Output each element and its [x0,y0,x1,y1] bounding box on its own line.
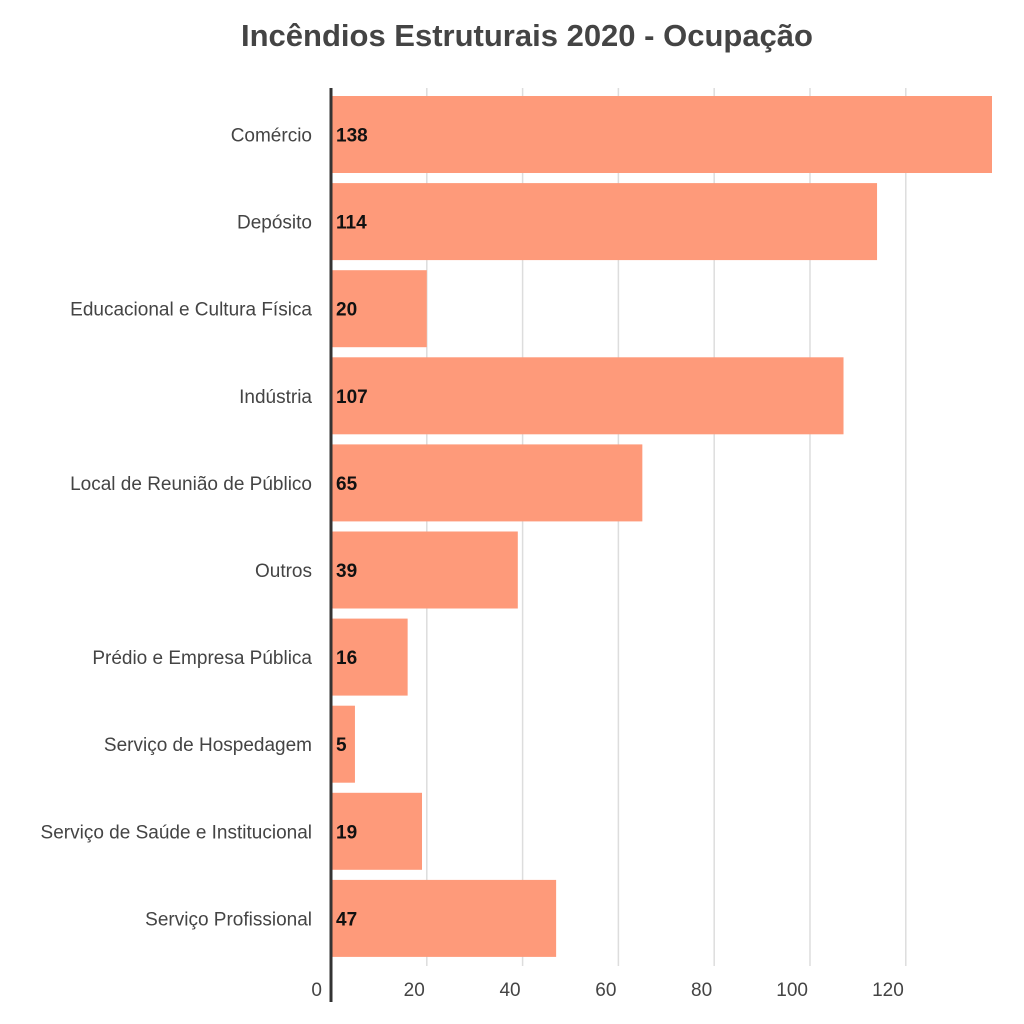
bar-industria [331,357,844,435]
x-tick-label-60: 60 [595,980,616,1001]
bar-local-de-reuniao-de-publico [331,444,643,522]
bar-deposito [331,183,878,261]
data-label-servico-profissional: 47 [336,909,357,930]
bar-servico-de-hospedagem [331,705,355,783]
bar-comercio [331,96,992,173]
bar-servico-de-saude-e-institucional [331,792,423,870]
data-label-comercio: 138 [336,126,368,147]
category-label-servico-de-hospedagem: Serviço de Hospedagem [104,735,312,756]
data-label-deposito: 114 [336,213,367,234]
data-labels: 138 114 20 107 65 39 16 5 19 47 [336,126,368,931]
category-label-outros: Outros [255,561,312,582]
bar-predio-e-empresa-publica [331,618,408,696]
category-label-servico-de-saude-e-institucional: Serviço de Saúde e Institucional [41,822,312,843]
data-label-predio-e-empresa-publica: 16 [336,648,357,669]
x-tick-label-80: 80 [691,980,712,1001]
data-label-local-de-reuniao-de-publico: 65 [336,474,358,495]
data-label-industria: 107 [336,387,368,408]
category-label-industria: Indústria [239,387,312,408]
x-tick-label-100: 100 [776,980,808,1001]
x-tick-label-0: 0 [311,980,322,1001]
bar-servico-profissional [331,879,557,957]
data-label-outros: 39 [336,561,357,582]
x-tick-label-40: 40 [499,980,520,1001]
category-labels: Comércio Depósito Educacional e Cultura Fí… [41,126,313,931]
x-tick-labels: 0 20 40 60 80 100 120 [311,980,903,1001]
data-label-servico-de-saude-e-institucional: 19 [336,822,357,843]
category-label-servico-profissional: Serviço Profissional [145,909,312,930]
category-label-comercio: Comércio [231,126,312,147]
bar-outros [331,531,518,609]
category-label-deposito: Depósito [237,213,312,234]
bar-educacional-e-cultura-fisica [331,270,427,348]
category-label-predio-e-empresa-publica: Prédio e Empresa Pública [92,648,312,669]
chart-title: Incêndios Estruturais 2020 - Ocupação [241,18,813,53]
x-tick-label-120: 120 [872,980,904,1001]
category-label-educacional-e-cultura-fisica: Educacional e Cultura Física [70,300,312,321]
x-tick-label-20: 20 [404,980,425,1001]
data-label-educacional-e-cultura-fisica: 20 [336,300,357,321]
category-label-local-de-reuniao-de-publico: Local de Reunião de Público [70,474,312,495]
data-label-servico-de-hospedagem: 5 [336,735,347,756]
bars [331,96,992,957]
